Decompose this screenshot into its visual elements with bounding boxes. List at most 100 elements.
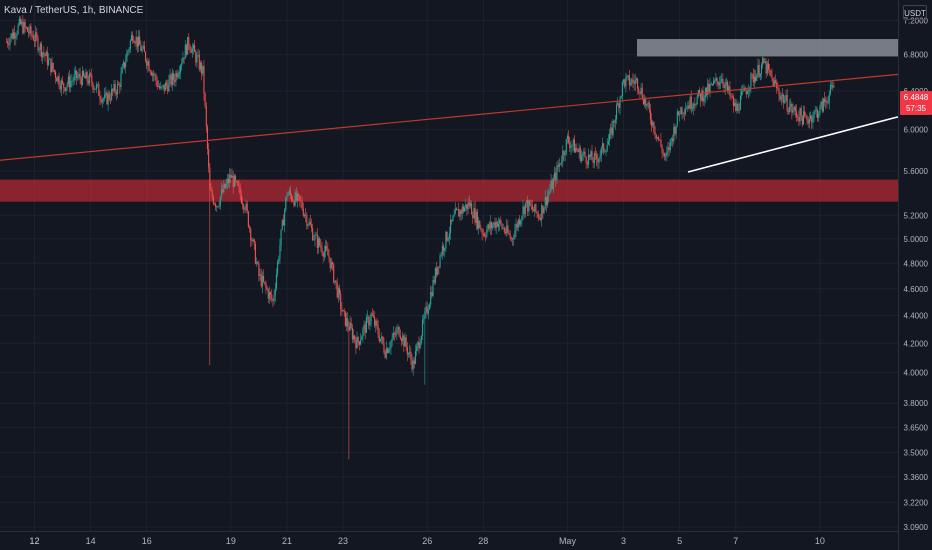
candle-body <box>134 42 136 44</box>
candle-body <box>566 135 568 139</box>
candle-body <box>146 60 148 66</box>
candle-body <box>367 316 369 318</box>
candle-body <box>580 155 583 161</box>
candle-body <box>474 208 476 224</box>
candle-body <box>820 101 822 106</box>
candle-body <box>655 134 657 139</box>
last-price: 6.4848 <box>903 93 929 102</box>
candle-body <box>454 208 456 215</box>
candle-body <box>691 108 694 109</box>
candle-body <box>279 245 281 259</box>
candle-body <box>79 73 81 79</box>
candle-body <box>180 65 182 73</box>
candle-body <box>772 77 774 87</box>
candle-body <box>316 234 318 248</box>
candle-body <box>324 246 327 252</box>
candle-body <box>582 154 584 156</box>
candle-body <box>178 72 180 75</box>
candle-body <box>173 73 175 80</box>
x-tick-label: 14 <box>86 536 96 546</box>
candle-body <box>686 108 688 110</box>
currency-button[interactable]: USDT <box>903 5 927 20</box>
candle-body <box>565 138 567 154</box>
candle-body <box>802 111 805 125</box>
candle-body <box>54 72 57 78</box>
candle-body <box>250 228 252 241</box>
candle-body <box>303 214 306 216</box>
candle-body <box>621 82 623 97</box>
candle-body <box>808 118 810 124</box>
candle-body <box>105 92 107 95</box>
candle-body <box>405 337 407 348</box>
candle-body <box>88 73 90 84</box>
candle-body <box>375 320 377 326</box>
candle-body <box>94 88 96 90</box>
candle-body <box>191 48 193 53</box>
candle-body <box>22 21 24 34</box>
candle-body <box>278 258 280 262</box>
candle-body <box>396 329 398 335</box>
candle-body <box>633 81 635 84</box>
candle-body <box>551 180 553 190</box>
candle-body <box>210 189 212 191</box>
candle-body <box>576 148 578 150</box>
candle-body <box>8 44 10 46</box>
candle-body <box>392 333 394 339</box>
candle-body <box>481 229 483 234</box>
candle-body <box>555 172 557 181</box>
candle-body <box>430 292 432 305</box>
candle-body <box>570 145 572 148</box>
candle-body <box>807 120 809 124</box>
candle-body <box>314 235 316 240</box>
candle-body <box>195 51 197 63</box>
candle-body <box>177 74 179 78</box>
y-tick-label: 6.0000 <box>904 126 929 135</box>
y-tick-label: 4.6000 <box>904 285 929 294</box>
candle-body <box>271 294 273 300</box>
candle-body <box>729 86 731 96</box>
candle-body <box>217 206 219 208</box>
candle-body <box>238 185 240 188</box>
candle-body <box>346 318 348 326</box>
candle-body <box>734 102 736 106</box>
candle-body <box>715 77 717 81</box>
candle-body <box>635 78 637 81</box>
candle-body <box>660 139 662 147</box>
candle-body <box>455 208 457 210</box>
candle-body <box>166 82 168 86</box>
candle-body <box>234 175 237 182</box>
candle-body <box>563 150 565 156</box>
candle-body <box>220 189 223 197</box>
candle-body <box>523 206 525 214</box>
candle-body <box>9 38 11 46</box>
candle-body <box>750 73 752 87</box>
candle-body <box>614 119 616 123</box>
candle-body <box>246 203 248 212</box>
candle-body <box>132 34 134 41</box>
candle-body <box>353 335 355 340</box>
candle-body <box>448 233 450 239</box>
candle-body <box>460 210 462 215</box>
candle-body <box>337 288 339 298</box>
candle-body <box>25 27 27 29</box>
candle-body <box>538 217 540 219</box>
candle-body <box>277 261 279 275</box>
candle-body <box>486 229 488 237</box>
x-tick-label: 7 <box>733 536 738 546</box>
candle-body <box>205 106 207 127</box>
candle-body <box>306 215 308 226</box>
candle-body <box>732 96 734 106</box>
candle-body <box>355 340 357 349</box>
candle-body <box>575 148 577 153</box>
y-tick-label: 3.3600 <box>904 473 929 482</box>
candle-body <box>425 306 427 312</box>
candle-body <box>572 139 574 146</box>
candle-body <box>147 61 149 66</box>
candle-body <box>594 153 597 155</box>
candle-body <box>625 77 627 87</box>
candle-body <box>370 313 372 322</box>
candle-body <box>198 55 200 70</box>
candle-body <box>393 333 396 334</box>
